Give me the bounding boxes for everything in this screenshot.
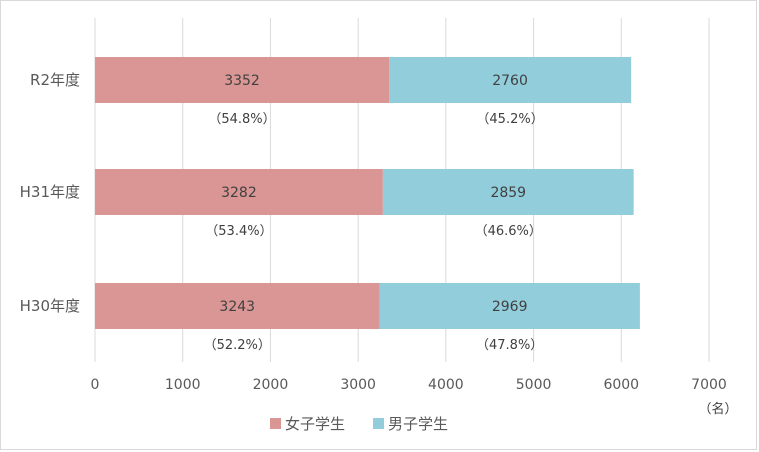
data-label: 2760 (492, 73, 528, 89)
bar-female (95, 283, 380, 329)
data-label: 3352 (224, 73, 260, 89)
legend-swatch (270, 418, 281, 429)
x-tick-label: 5000 (516, 377, 552, 393)
data-label: 3243 (219, 299, 255, 315)
legend-label: 女子学生 (285, 415, 345, 433)
bar-female (95, 57, 390, 103)
x-tick-label: 2000 (253, 377, 289, 393)
percent-label: （54.8%） (208, 112, 275, 127)
x-tick-label: 6000 (603, 377, 639, 393)
percent-label: （45.2%） (476, 112, 543, 127)
bar-female (95, 169, 383, 215)
x-tick-label: 1000 (165, 377, 201, 393)
category-label: R2年度 (30, 71, 80, 89)
x-tick-label: 7000 (691, 377, 727, 393)
x-tick-label: 3000 (340, 377, 376, 393)
legend-label: 男子学生 (388, 415, 448, 433)
x-unit-label: （名） (698, 401, 737, 417)
category-label: H31年度 (20, 183, 80, 201)
percent-label: （53.4%） (205, 224, 272, 239)
data-label: 2859 (490, 185, 526, 201)
bar-male (379, 283, 640, 329)
x-tick-label: 0 (91, 377, 100, 393)
percent-label: （47.8%） (476, 338, 543, 353)
data-label: 3282 (221, 185, 257, 201)
percent-label: （52.2%） (204, 338, 271, 353)
data-label: 2969 (492, 299, 528, 315)
percent-label: （46.6%） (475, 224, 542, 239)
x-tick-label: 4000 (428, 377, 464, 393)
bar-male (382, 169, 634, 215)
legend-swatch (373, 418, 384, 429)
category-label: H30年度 (20, 297, 80, 315)
bar-male (389, 57, 632, 103)
